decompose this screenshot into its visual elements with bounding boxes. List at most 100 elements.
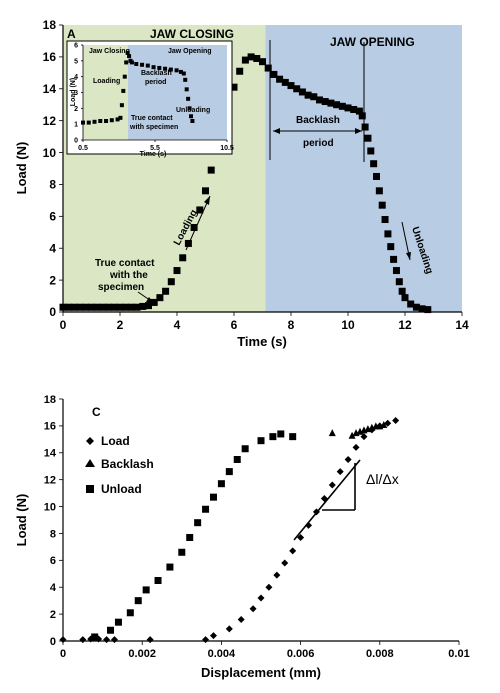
slope-label: Δl/Δx [366,471,399,487]
slope-line [293,459,361,541]
load-point [202,636,210,644]
inset-jaw-closing-label: Jaw Closing [89,48,130,55]
load-point [190,223,198,231]
load-point [281,559,289,567]
y-tick-label: 14 [44,448,57,460]
inset-load-point [187,106,192,111]
load-point [230,83,238,91]
load-point [145,302,152,310]
y-tick-label: 1 [74,122,78,129]
load-point [364,134,372,142]
panel-a-x-label: Time (s) [237,334,287,349]
backlash-label-1: Backlash [296,115,340,126]
load-point [350,106,358,114]
load-point [297,533,305,541]
load-point [173,267,181,275]
load-point [103,636,111,644]
inset-load-point [183,77,188,82]
panel-c-y-label: Load (N) [14,494,29,547]
inset-load-point [163,66,168,71]
y-tick-label: 16 [43,50,57,64]
load-point [59,636,67,644]
backlash-arrowhead-left [273,128,280,134]
load-point [241,56,249,64]
inset-backlash-label-1: Backlash [141,70,172,77]
unload-point [194,519,202,527]
y-tick-label: 2 [49,273,56,287]
load-point [392,267,400,275]
inset-load-point [190,119,195,123]
load-point [88,303,95,311]
inset-chart: 0.5 5.5 10.5 0 1 2 3 4 5 6 Jaw Closing Jaw Openin… [66,40,234,158]
jaw-opening-label: JAW OPENING [330,35,415,49]
legend-unload-marker [86,485,94,493]
load-point [281,78,289,86]
inset-load-point [181,71,186,76]
x-tick-label: 0.008 [366,648,394,660]
load-point [110,303,118,311]
backlash-point [328,429,336,437]
load-point [225,625,233,633]
load-point [257,594,265,602]
loading-arrow [185,195,211,251]
load-point [358,112,366,120]
backlash-arrowhead-right [355,128,362,134]
x-tick-label: 10.5 [220,145,234,152]
unload-point [107,626,115,634]
inset-load-point [124,60,129,65]
unload-point [202,505,210,513]
load-point [150,298,158,306]
load-point [93,303,101,311]
y-tick-label: 16 [44,421,56,433]
inset-loading-label: Loading [93,78,120,85]
legend: Load Backlash Unload [85,434,154,496]
inset-load-point [186,96,191,101]
inset-load-point [189,114,193,119]
jaw-closing-label: JAW CLOSING [150,27,234,41]
unload-point [178,548,186,556]
x-tick-label: 14 [455,318,469,332]
inset-load-point [81,120,85,125]
load-point [321,98,329,106]
unload-point [209,493,217,501]
inset-markers [81,50,195,125]
legend-load-marker [86,437,94,445]
y-tick-label: 4 [49,241,56,255]
unload-point [233,456,241,463]
x-tick-label: 6 [231,318,238,332]
y-tick-label: 5 [74,58,78,65]
inset-load-point [122,74,127,79]
unload-point [269,433,277,441]
inset-load-point [127,54,132,59]
panel-c-x-label: Displacement (mm) [201,665,321,680]
load-point [361,123,369,131]
load-point [390,255,398,263]
load-point [139,302,147,310]
loading-arrowhead [204,196,210,205]
legend-backlash-label: Backlash [101,457,154,471]
load-point [370,160,378,168]
inset-load-point [174,68,179,73]
load-point [384,419,392,427]
load-point [167,278,175,286]
load-point [146,636,154,644]
load-point [79,636,87,644]
inset-y-label: Load (N) [70,78,77,106]
backlash-point [380,421,388,429]
y-tick-label: 2 [74,106,78,113]
inset-load-point [151,65,156,70]
inset-load-point [92,119,97,124]
load-point [287,82,295,90]
load-point [316,96,323,104]
inset-contact-label-2: with specimen [129,124,178,131]
load-point [381,216,389,224]
x-tick-label: 5.5 [150,145,160,152]
panel-a-label: A [67,27,76,41]
x-tick-label: 12 [398,318,412,332]
backlash-point [348,431,356,439]
load-point [298,88,306,96]
unload-point [257,437,265,445]
load-point [196,206,204,214]
